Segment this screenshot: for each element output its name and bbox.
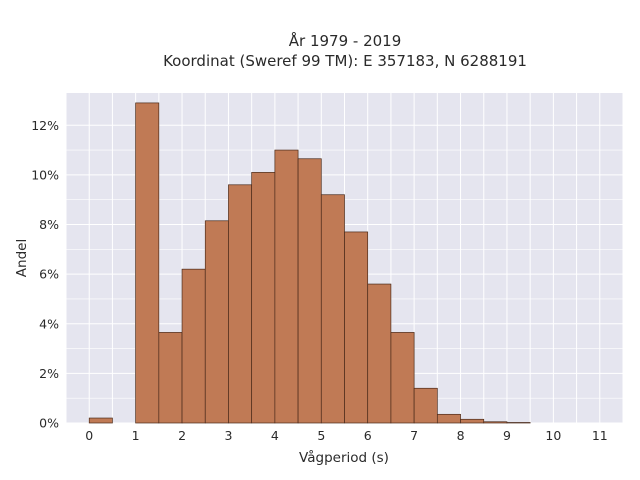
histogram-bar [436,413,461,424]
x-tick-label: 11 [592,428,608,443]
chart-subtitle: Koordinat (Sweref 99 TM): E 357183, N 62… [163,52,527,70]
histogram-bar [228,184,253,424]
y-tick-label: 6% [39,267,59,282]
x-tick-label: 7 [410,428,418,443]
y-tick-label: 0% [39,416,59,431]
x-tick-label: 8 [457,428,465,443]
y-tick-label: 8% [39,217,59,232]
histogram-bar [320,194,345,424]
x-tick-label: 2 [178,428,186,443]
y-tick-label: 12% [31,118,59,133]
histogram-bar [251,172,276,424]
histogram-bar [158,332,183,424]
bars [88,102,531,424]
histogram-bar [390,332,415,424]
histogram-bar [274,149,299,424]
y-tick-label: 10% [31,167,59,182]
histogram-bar [135,102,160,424]
y-tick-label: 4% [39,316,59,331]
x-tick-label: 1 [132,428,140,443]
histogram-bar [460,418,485,424]
histogram-bar [483,421,508,424]
histogram-bar [413,387,438,424]
x-tick-label: 0 [85,428,93,443]
x-tick-label: 5 [317,428,325,443]
x-tick-label: 10 [545,428,561,443]
y-axis-label: Andel [14,239,30,277]
y-tick-label: 2% [39,366,59,381]
x-axis-label: Vågperiod (s) [299,449,389,466]
histogram-bar [181,268,206,424]
histogram-bar [367,283,392,424]
chart-title: År 1979 - 2019 [289,31,402,50]
histogram-bar [88,417,113,424]
histogram-bar [297,158,322,424]
histogram-bar [204,220,229,424]
x-tick-label: 4 [271,428,279,443]
x-tick-label: 3 [224,428,232,443]
histogram-bar [344,231,369,424]
x-axis-ticks: 0 1 2 3 4 5 6 7 8 9 10 11 [85,428,608,443]
x-tick-label: 6 [364,428,372,443]
y-axis-ticks: 0% 2% 4% 6% 8% 10% 12% [31,118,59,431]
x-tick-label: 9 [503,428,511,443]
